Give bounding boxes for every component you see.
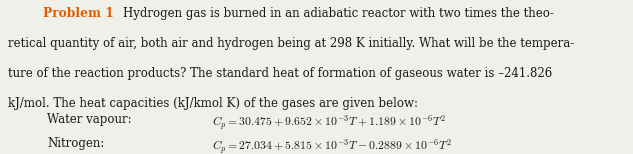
Text: Nitrogen:: Nitrogen:	[47, 137, 105, 150]
Text: kJ/mol. The heat capacities (kJ/kmol K) of the gases are given below:: kJ/mol. The heat capacities (kJ/kmol K) …	[8, 97, 418, 110]
Text: Hydrogen gas is burned in an adiabatic reactor with two times the theo-: Hydrogen gas is burned in an adiabatic r…	[123, 7, 555, 20]
Text: Problem 1: Problem 1	[43, 7, 114, 20]
Text: retical quantity of air, both air and hydrogen being at 298 K initially. What wi: retical quantity of air, both air and hy…	[8, 37, 574, 50]
Text: Water vapour:: Water vapour:	[47, 113, 132, 126]
Text: ture of the reaction products? The standard heat of formation of gaseous water i: ture of the reaction products? The stand…	[8, 67, 552, 80]
Text: $C_p = 27.034 + 5.815 \times 10^{-3}T - 0.2889 \times 10^{-6}T^2$: $C_p = 27.034 + 5.815 \times 10^{-3}T - …	[212, 137, 453, 154]
Text: $C_p = 30.475 + 9.652 \times 10^{-3}T + 1.189 \times 10^{-6}T^2$: $C_p = 30.475 + 9.652 \times 10^{-3}T + …	[212, 113, 446, 133]
